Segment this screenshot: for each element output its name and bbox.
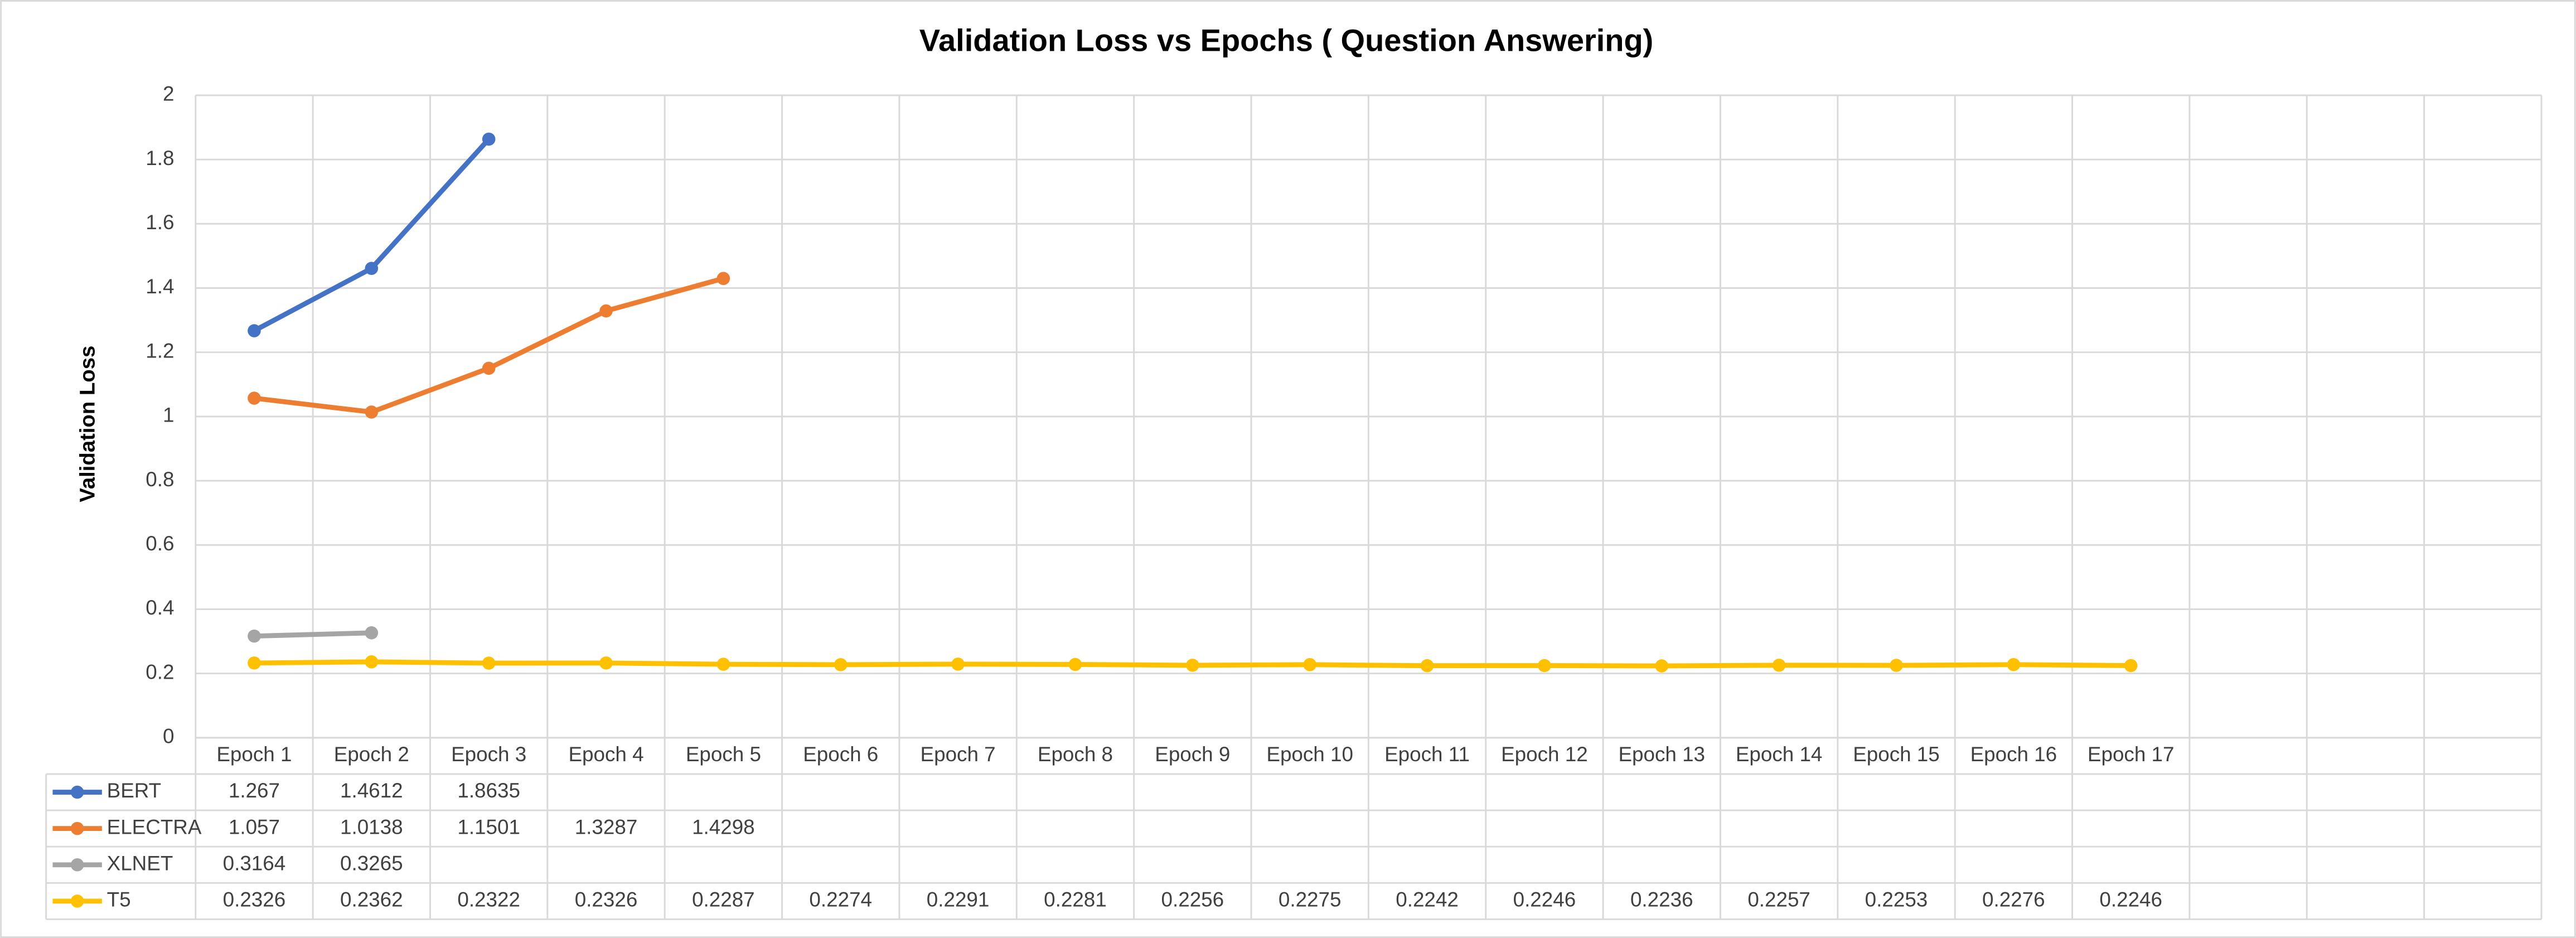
y-tick-label: 0.6	[146, 532, 174, 555]
table-cell: 0.2322	[457, 888, 520, 911]
x-tick-label: Epoch 11	[1384, 743, 1470, 766]
y-tick-label: 1.2	[146, 339, 174, 362]
table-cell: 0.2362	[340, 888, 403, 911]
legend-marker	[70, 785, 84, 799]
table-cell: 1.1501	[457, 815, 520, 838]
y-tick-label: 0	[163, 725, 174, 748]
x-tick-label: Epoch 5	[686, 743, 761, 766]
x-tick-label: Epoch 14	[1736, 743, 1823, 766]
legend-label: T5	[107, 888, 131, 911]
table-cell: 1.4612	[340, 779, 403, 802]
x-tick-label: Epoch 12	[1501, 743, 1588, 766]
table-cell: 0.2275	[1279, 888, 1342, 911]
x-tick-label: Epoch 17	[2088, 743, 2175, 766]
y-tick-label: 1.8	[146, 147, 174, 170]
data-point	[1068, 657, 1082, 671]
data-point	[1890, 659, 1903, 672]
data-point	[482, 361, 496, 375]
x-tick-label: Epoch 2	[334, 743, 409, 766]
chart-title: Validation Loss vs Epochs ( Question Ans…	[919, 22, 1654, 57]
table-cell: 1.267	[229, 779, 280, 802]
data-point	[716, 272, 730, 286]
data-point	[248, 391, 261, 405]
legend-marker	[70, 895, 84, 908]
x-tick-label: Epoch 15	[1853, 743, 1940, 766]
y-tick-label: 1	[163, 404, 174, 427]
x-tick-label: Epoch 9	[1155, 743, 1230, 766]
data-point	[599, 304, 613, 318]
table-cell: 0.2291	[927, 888, 990, 911]
data-point	[834, 658, 848, 671]
x-tick-label: Epoch 13	[1618, 743, 1705, 766]
table-cell: 0.2236	[1630, 888, 1693, 911]
x-tick-label: Epoch 3	[451, 743, 526, 766]
table-cell: 0.2287	[692, 888, 755, 911]
table-cell: 0.2276	[1982, 888, 2045, 911]
x-tick-label: Epoch 6	[803, 743, 878, 766]
data-point	[365, 655, 379, 669]
table-cell: 0.2281	[1044, 888, 1107, 911]
data-point	[482, 132, 496, 146]
x-tick-label: Epoch 1	[216, 743, 292, 766]
table-cell: 1.4298	[692, 815, 755, 838]
data-point	[2124, 659, 2138, 673]
table-cell: 0.2246	[1513, 888, 1576, 911]
data-point	[248, 629, 261, 643]
y-tick-label: 1.6	[146, 211, 174, 234]
data-point	[599, 656, 613, 670]
table-cell: 0.2246	[2099, 888, 2162, 911]
series-line	[254, 630, 372, 639]
data-point	[365, 262, 379, 275]
data-point	[1186, 659, 1199, 672]
y-tick-label: 0.8	[146, 468, 174, 491]
y-tick-label: 0.4	[146, 596, 174, 619]
x-tick-label: Epoch 10	[1266, 743, 1353, 766]
table-cell: 0.3265	[340, 852, 403, 874]
table-cell: 0.2242	[1396, 888, 1459, 911]
table-cell: 0.2274	[809, 888, 872, 911]
data-point	[1303, 658, 1316, 671]
data-point	[365, 626, 379, 640]
table-cell: 1.3287	[575, 815, 638, 838]
table-cell: 0.2257	[1747, 888, 1810, 911]
legend-label: XLNET	[107, 852, 173, 874]
table-cell: 0.2326	[223, 888, 286, 911]
table-cell: 1.0138	[340, 815, 403, 838]
data-point	[248, 324, 261, 337]
y-axis-label: Validation Loss	[75, 346, 99, 502]
data-point	[365, 405, 379, 419]
legend-label: ELECTRA	[107, 815, 202, 838]
data-point	[951, 657, 965, 671]
y-tick-label: 0.2	[146, 660, 174, 683]
legend-label: BERT	[107, 779, 162, 802]
data-point	[248, 656, 261, 670]
data-point	[1538, 659, 1551, 673]
x-tick-label: Epoch 8	[1038, 743, 1113, 766]
x-tick-label: Epoch 4	[568, 743, 643, 766]
table-cell: 0.2256	[1161, 888, 1224, 911]
data-point	[482, 656, 496, 670]
data-point	[2007, 657, 2021, 671]
data-point	[716, 657, 730, 671]
table-cell: 1.8635	[457, 779, 520, 802]
x-tick-label: Epoch 16	[1970, 743, 2057, 766]
data-point	[1420, 659, 1434, 673]
legend-marker	[70, 821, 84, 835]
legend-marker	[70, 858, 84, 872]
table-cell: 0.3164	[223, 852, 286, 874]
x-tick-label: Epoch 7	[921, 743, 996, 766]
y-tick-label: 1.4	[146, 275, 174, 298]
data-point	[1655, 659, 1669, 673]
data-point	[1772, 659, 1786, 672]
table-cell: 1.057	[229, 815, 280, 838]
y-tick-label: 2	[163, 83, 174, 105]
table-cell: 0.2326	[575, 888, 638, 911]
table-cell: 0.2253	[1865, 888, 1928, 911]
